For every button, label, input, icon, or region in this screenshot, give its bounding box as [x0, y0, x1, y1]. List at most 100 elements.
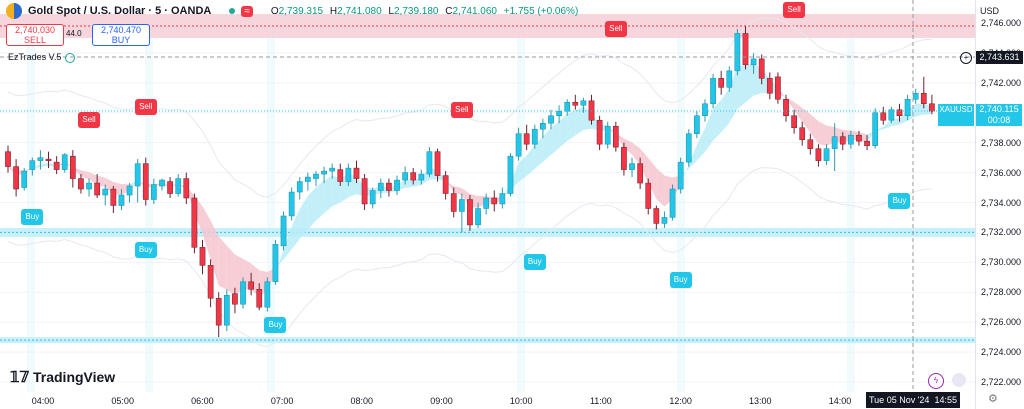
ma-cloud-segment	[713, 99, 722, 141]
candle-body	[110, 188, 117, 206]
buy-signal-label: Buy	[264, 317, 287, 334]
candle-body	[758, 58, 765, 79]
x-tick-label: 07:00	[270, 396, 294, 406]
ma-cloud-segment	[567, 110, 576, 142]
candle-body	[402, 172, 408, 181]
candle-body	[580, 100, 587, 106]
ma-cloud-segment	[64, 161, 73, 169]
x-tick-label: 14:00	[828, 396, 852, 406]
ma-cloud-segment	[688, 144, 697, 169]
candle-body	[377, 182, 384, 191]
ma-cloud-segment	[502, 182, 511, 200]
sell-button[interactable]: 2,740.030 SELL	[6, 24, 64, 46]
candle-body	[264, 281, 271, 308]
ma-cloud-segment	[794, 102, 803, 122]
ma-cloud-segment	[405, 179, 414, 189]
add-alert-icon[interactable]: +	[960, 52, 972, 64]
candle-body	[823, 148, 830, 161]
session-highlight	[145, 22, 153, 392]
candle-body	[515, 133, 522, 157]
y-tick-label: 2,730.000	[981, 257, 1022, 268]
candle-body	[240, 281, 246, 305]
ma-cloud-segment	[526, 144, 535, 177]
candle-body	[904, 99, 911, 116]
candle-body	[78, 178, 84, 190]
us-flag-icon[interactable]	[952, 373, 966, 387]
ma-cloud-segment	[80, 170, 90, 180]
x-tick-label: 10:00	[509, 396, 533, 406]
sell-zone	[0, 14, 975, 38]
candle-body	[159, 179, 165, 187]
ma-cloud-segment	[315, 180, 325, 221]
candle-body	[856, 134, 862, 142]
wave-icon[interactable]: ≈	[241, 5, 253, 17]
candle-body	[248, 281, 254, 290]
candle-body	[37, 157, 44, 161]
ma-cloud-segment	[299, 195, 308, 239]
session-highlight	[267, 22, 275, 392]
spread-value: 44.0	[66, 29, 82, 38]
candle-body	[766, 78, 773, 94]
candle-body	[386, 182, 392, 191]
price-chart[interactable]	[0, 0, 975, 409]
ma-cloud-segment	[559, 113, 568, 149]
sell-signal-label: Sell	[450, 101, 473, 118]
candle-body	[831, 136, 838, 149]
candle-body	[799, 127, 806, 140]
y-tick-label: 2,746.000	[981, 18, 1022, 28]
price-axis[interactable]	[975, 0, 1024, 409]
candle-body	[142, 163, 149, 200]
candle-body	[345, 167, 352, 182]
candle-body	[596, 119, 603, 145]
candle-body	[531, 128, 538, 145]
ma-cloud-segment	[907, 103, 916, 121]
x-tick-label: 12:00	[669, 396, 692, 406]
market-status-icon[interactable]	[229, 8, 236, 14]
lightning-icon[interactable]: ϟ	[928, 373, 944, 389]
symbol-title[interactable]: Gold Spot / U.S. Dollar · 5 · OANDA	[28, 5, 212, 17]
candle-body	[839, 136, 846, 145]
candle-body	[313, 173, 319, 179]
sell-signal-label: Sell	[78, 112, 101, 129]
ma-cloud-segment	[283, 226, 292, 260]
candle-body	[694, 115, 700, 134]
ma-cloud-segment	[656, 167, 665, 207]
candle-body	[223, 294, 230, 326]
candle-body	[556, 111, 562, 116]
candle-body	[361, 178, 368, 205]
candle-body	[507, 155, 514, 194]
session-highlight	[517, 22, 525, 392]
ma-cloud-segment	[453, 185, 462, 196]
candle-body	[661, 217, 668, 224]
candle-body	[588, 100, 595, 121]
settings-gear-icon[interactable]: ⚙	[988, 393, 998, 405]
candle-body	[94, 182, 100, 196]
candle-body	[442, 175, 449, 194]
candle-body	[775, 76, 781, 100]
ma-cloud-segment	[737, 65, 746, 110]
ma-cloud-segment	[745, 63, 754, 103]
currency-label[interactable]: USD	[980, 6, 1000, 16]
candle-body	[458, 199, 465, 212]
ma-cloud-segment	[324, 175, 333, 214]
ma-cloud-segment	[810, 114, 819, 144]
candle-body	[702, 103, 708, 116]
y-tick-label: 2,722.000	[981, 377, 1022, 387]
x-tick-label: 11:00	[589, 396, 612, 406]
ma-cloud-segment	[640, 148, 649, 183]
y-tick-label: 2,738.000	[981, 137, 1022, 148]
candle-body	[394, 179, 400, 191]
candle-body	[604, 125, 611, 145]
candle-body	[475, 208, 481, 226]
indicator-visibility-icon[interactable]	[65, 52, 76, 63]
buy-button[interactable]: 2,740.470 BUY	[92, 24, 150, 46]
candle-body	[280, 215, 287, 247]
candle-body	[669, 188, 676, 218]
y-tick-label: 2,724.000	[981, 347, 1022, 358]
ma-cloud-segment	[291, 208, 300, 250]
candle-body	[815, 148, 822, 161]
tradingview-logo[interactable]: 𝟙𝟟 TradingView	[10, 369, 116, 386]
buy-signal-label: Buy	[669, 272, 692, 289]
indicator-label[interactable]: EzTrades V.5	[8, 52, 76, 63]
buy-zone	[0, 227, 975, 237]
